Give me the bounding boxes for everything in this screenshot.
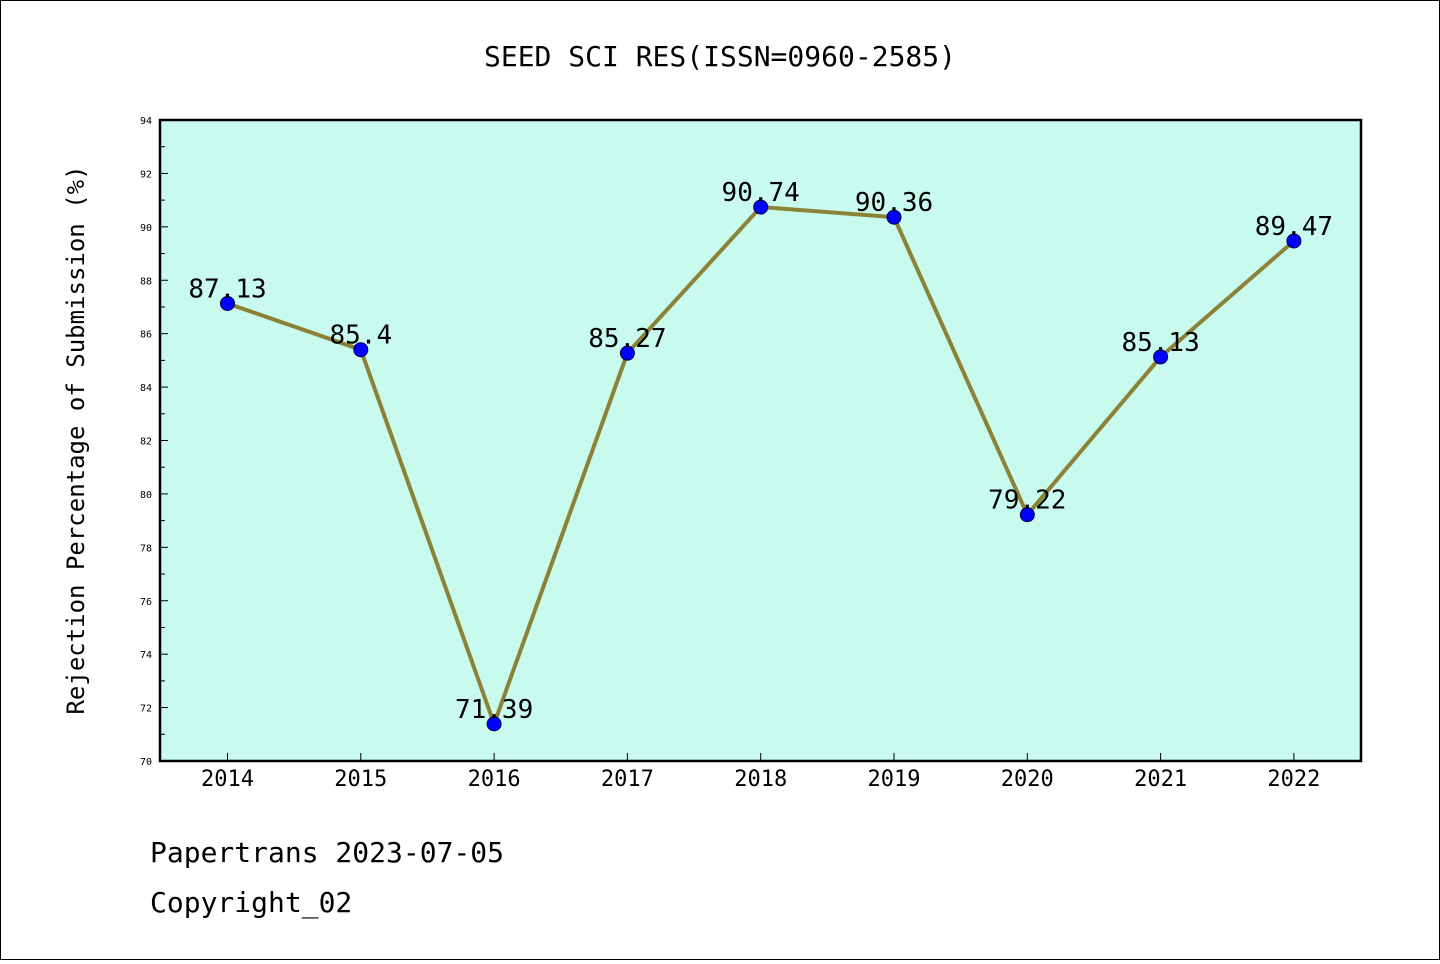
y-tick-label: 90 [140,223,152,234]
data-label: 85.4 [329,321,392,351]
series-layer: 87.13 85.4 71.39 85.27 90.74 90.36 79.22 85.13 8… [188,178,1333,732]
x-tick-label: 2018 [734,767,787,792]
y-tick-label: 72 [140,704,152,715]
y-tick-label: 84 [140,383,152,394]
y-tick-label: 94 [140,116,152,127]
data-point-marker [1019,507,1035,523]
plot-frame [158,118,1363,763]
x-tick-label: 2014 [201,767,254,792]
x-tick-label: 2022 [1267,767,1320,792]
y-tick-label: 92 [140,169,152,180]
x-tick-label: 2017 [601,767,654,792]
x-tick-label: 2020 [1001,767,1054,792]
y-tick-label: 76 [140,597,152,608]
data-label: 87.13 [188,274,266,304]
data-label: 79.22 [988,486,1066,516]
data-label: 85.13 [1121,328,1199,358]
data-point-marker [1153,349,1169,365]
data-label: 71.39 [455,695,533,725]
y-tick-label: 88 [140,276,152,287]
data-label: 85.27 [588,324,666,354]
data-point-marker [1286,233,1302,249]
data-label: 89.47 [1255,212,1333,242]
y-tick-label: 70 [140,757,152,768]
data-label: 90.36 [855,188,933,218]
x-axis-ticks: 2014 2015 2016 2017 2018 2019 2020 2021 2022 [201,753,1320,792]
footer-date-text: Papertrans 2023-07-05 [150,836,505,869]
data-point-marker [353,342,369,358]
data-point-marker [220,295,235,311]
data-point-marker [486,716,502,732]
data-point-marker [753,199,769,215]
data-label: 90.74 [722,178,800,208]
x-tick-label: 2015 [334,767,387,792]
chart-title: SEED SCI RES(ISSN=0960-2585) [484,40,956,73]
data-point-marker [886,209,902,225]
footer-copyright-text: Copyright_02 [150,886,353,919]
y-tick-label: 74 [140,650,152,661]
y-tick-label: 80 [140,490,152,501]
data-point-marker [619,345,635,361]
x-tick-label: 2016 [468,767,521,792]
y-axis-ticks: 70 72 74 76 78 80 82 84 86 88 90 92 94 [140,116,168,768]
plot-area [160,120,1361,761]
y-tick-label: 86 [140,330,152,341]
y-tick-label: 78 [140,543,152,554]
y-axis-label: Rejection Percentage of Submission (%) [62,165,90,714]
x-tick-label: 2019 [868,767,921,792]
y-tick-label: 82 [140,437,152,448]
x-tick-label: 2021 [1134,767,1187,792]
